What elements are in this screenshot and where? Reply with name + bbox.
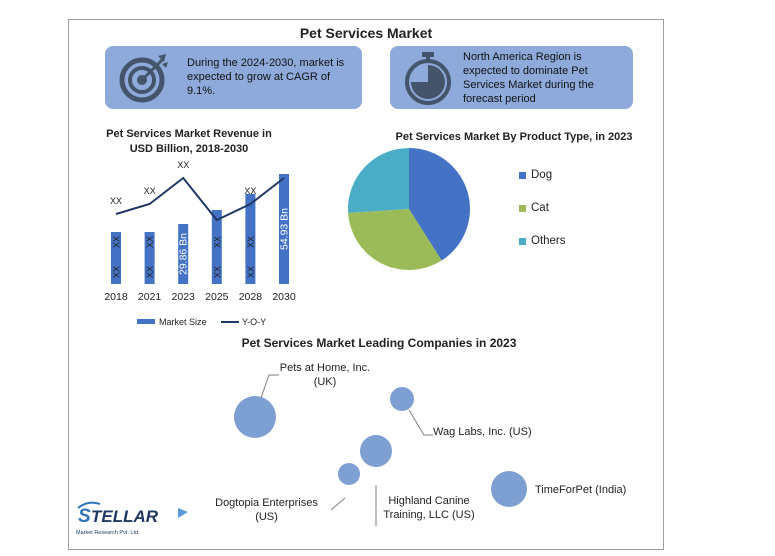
company-label-wag-labs: Wag Labs, Inc. (US) <box>433 425 543 439</box>
bar-2028 <box>245 194 256 284</box>
svg-text:S: S <box>78 506 91 527</box>
bubble-highland <box>360 435 392 467</box>
bar-label-2028: XX <box>246 266 256 278</box>
info-box-cagr: During the 2024-2030, market is expected… <box>105 46 362 109</box>
bar-chart: 2018 XX XX XX 2021 XX XX XX 2023 29.86 Bn XX 2025 XX… <box>104 160 296 327</box>
bar-2030 <box>279 174 289 284</box>
legend-label-dog: Dog <box>531 169 553 181</box>
x-tick-2028: 2028 <box>239 291 263 303</box>
leader-line-wag-labs <box>408 409 433 436</box>
svg-text:Market Research Pvt. Ltd.: Market Research Pvt. Ltd. <box>76 530 140 536</box>
company-name-highland: Highland Canine <box>388 495 470 507</box>
line-label-2018: XX <box>110 196 122 206</box>
pie-chart-title: Pet Services Market By Product Type, in … <box>395 131 633 143</box>
legend-swatch-cat <box>519 204 526 212</box>
company-name-dogtopia: Dogtopia Enterprises <box>215 497 318 509</box>
company-region-pets-at-home: (UK) <box>313 376 337 388</box>
company-label-highland: Highland Canine Training, LLC (US) <box>369 494 489 522</box>
legend-item-dog: Dog <box>519 169 552 181</box>
stopwatch-icon <box>405 52 451 105</box>
bar-label-upper-2028: XX <box>246 236 256 248</box>
line-label-2021: XX <box>144 186 156 196</box>
legend-swatch-market-size <box>137 319 155 324</box>
bar-chart-title: Pet Services Market Revenue in USD Billi… <box>106 128 272 155</box>
svg-text:TELLAR: TELLAR <box>91 507 159 526</box>
line-label-2028: XX <box>244 186 256 196</box>
bar-label-upper-2021: XX <box>145 236 155 248</box>
company-name-pets-at-home: Pets at Home, Inc. <box>279 362 371 374</box>
bar-label-upper-2018: XX <box>112 236 122 248</box>
bar-label-2021: XX <box>145 266 155 278</box>
infographic-frame: Pet Services Market During the 2024-2030… <box>68 19 664 550</box>
leader-line-dogtopia <box>330 497 346 511</box>
company-label-timeforpet: TimeForPet (India) <box>535 483 645 497</box>
bar-label-2023: 29.86 Bn <box>178 233 190 275</box>
legend-label-market-size: Market Size <box>159 317 207 327</box>
legend-swatch-dog <box>519 171 526 179</box>
bar-2025 <box>211 210 222 284</box>
bar-label-2025: XX <box>212 266 222 278</box>
bar-label-2018: XX <box>112 266 122 278</box>
legend-label-cat: Cat <box>531 202 549 214</box>
companies-title: Pet Services Market Leading Companies in… <box>241 336 517 350</box>
info-box-region: North America Region is expected to domi… <box>390 46 633 109</box>
legend-swatch-others <box>519 237 526 245</box>
info-text-region: North America Region is expected to domi… <box>463 51 594 105</box>
line-label-2023: XX <box>177 160 189 170</box>
x-tick-2021: 2021 <box>138 291 162 303</box>
pie-slice-cat <box>348 209 442 270</box>
company-region-dogtopia: (US) <box>255 511 278 523</box>
target-icon <box>119 54 168 103</box>
bubble-dogtopia <box>338 463 360 485</box>
bar-2023 <box>178 224 189 284</box>
company-label-pets-at-home: Pets at Home, Inc. (UK) <box>265 361 385 389</box>
yoy-line <box>115 176 285 222</box>
info-text-cagr: During the 2024-2030, market is expected… <box>187 57 345 97</box>
page-title: Pet Services Market <box>299 25 433 41</box>
bubble-wag-labs <box>390 387 414 411</box>
pie-slice-dog <box>409 148 470 261</box>
x-tick-2023: 2023 <box>172 291 196 303</box>
companies-bubble-chart <box>234 374 527 526</box>
bar-2021 <box>144 232 155 284</box>
legend-item-others: Others <box>519 235 566 247</box>
company-name-wag-labs: Wag Labs, Inc. (US) <box>433 426 532 438</box>
legend-item-cat: Cat <box>519 202 549 214</box>
stellar-logo-mark: S TELLAR Market Research Pvt. Ltd. <box>76 501 188 536</box>
company-label-dogtopia: Dogtopia Enterprises (US) <box>199 496 334 524</box>
stellar-logo: S TELLAR Market Research Pvt. Ltd. <box>74 498 194 538</box>
x-tick-2030: 2030 <box>272 291 296 303</box>
pie-chart <box>348 148 470 270</box>
bar-2018 <box>111 232 121 284</box>
pie-slice-others <box>348 148 409 213</box>
company-name-timeforpet: TimeForPet (India) <box>535 484 627 496</box>
company-region-highland: Training, LLC (US) <box>383 509 475 521</box>
x-tick-2018: 2018 <box>104 291 128 303</box>
bar-label-upper-2025: XX <box>212 236 222 248</box>
bubble-pets-at-home <box>234 396 276 438</box>
legend-label-yoy: Y-O-Y <box>242 317 266 327</box>
bar-label-2030: 54.93 Bn <box>279 208 291 250</box>
legend-label-others: Others <box>531 235 566 247</box>
x-tick-2025: 2025 <box>205 291 229 303</box>
bubble-timeforpet <box>491 471 527 507</box>
